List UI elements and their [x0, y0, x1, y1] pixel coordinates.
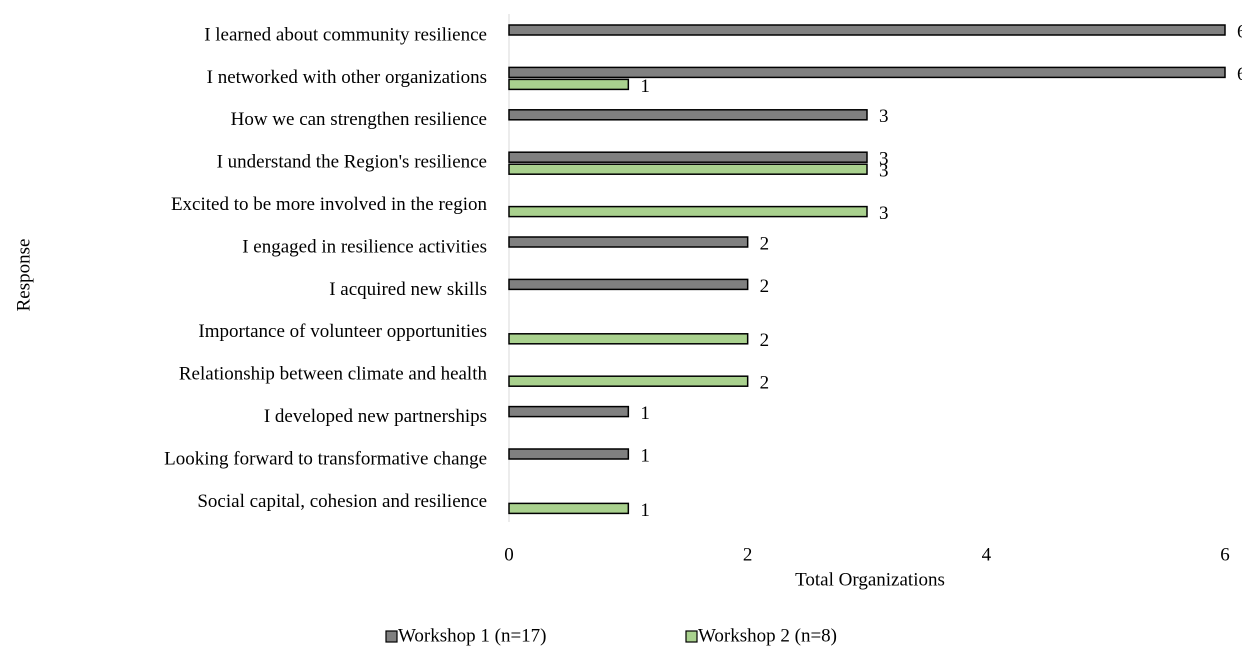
- bar: [508, 278, 749, 291]
- x-tick-label: 6: [1220, 544, 1230, 565]
- bar: [508, 24, 1226, 36]
- data-label: 2: [760, 233, 770, 254]
- y-tick-label: I learned about community resilience: [204, 24, 487, 45]
- legend-swatch: [685, 630, 698, 643]
- legend-swatch: [385, 630, 398, 643]
- y-tick-label: Looking forward to transformative change: [164, 448, 487, 469]
- y-tick-label: Relationship between climate and health: [179, 364, 488, 385]
- bar: [508, 66, 1226, 79]
- y-tick-label: I understand the Region's resilience: [217, 152, 487, 173]
- x-tick-label: 2: [743, 544, 753, 565]
- bar: [508, 109, 868, 121]
- data-label: 1: [640, 403, 650, 424]
- x-tick-label: 4: [982, 544, 992, 565]
- x-tick-label: 0: [504, 544, 514, 565]
- y-tick-label: Excited to be more involved in the regio…: [171, 194, 488, 215]
- x-axis-title: Total Organizations: [795, 569, 945, 590]
- bar: [508, 163, 868, 175]
- bar: [508, 151, 868, 163]
- bar: [508, 333, 749, 345]
- y-tick-label: Social capital, cohesion and resilience: [197, 491, 487, 512]
- y-tick-label: How we can strengthen resilience: [231, 109, 487, 130]
- data-label: 1: [640, 76, 650, 97]
- y-axis-title: Response: [13, 239, 34, 312]
- y-tick-label: I networked with other organizations: [207, 67, 487, 88]
- data-label: 1: [640, 500, 650, 521]
- bar: [508, 236, 749, 248]
- bar: [508, 205, 868, 218]
- bar: [508, 375, 749, 387]
- data-label: 2: [760, 330, 770, 351]
- legend-label: Workshop 2 (n=8): [698, 625, 837, 646]
- bar: [508, 502, 630, 515]
- y-tick-label: I acquired new skills: [329, 279, 487, 300]
- data-label: 1: [640, 445, 650, 466]
- bar: [508, 78, 630, 91]
- data-label: 3: [879, 149, 889, 170]
- data-label: 3: [879, 106, 889, 127]
- data-label: 6: [1237, 21, 1242, 42]
- data-label: 2: [760, 276, 770, 297]
- legend-label: Workshop 1 (n=17): [398, 625, 547, 646]
- bar: [508, 448, 630, 460]
- data-label: 3: [879, 203, 889, 224]
- data-label: 3: [879, 161, 889, 182]
- y-tick-label: I engaged in resilience activities: [242, 236, 487, 257]
- data-label: 2: [760, 373, 770, 394]
- y-tick-label: I developed new partnerships: [264, 406, 487, 427]
- data-label: 6: [1237, 64, 1242, 85]
- bar: [508, 405, 630, 418]
- y-tick-label: Importance of volunteer opportunities: [198, 321, 487, 342]
